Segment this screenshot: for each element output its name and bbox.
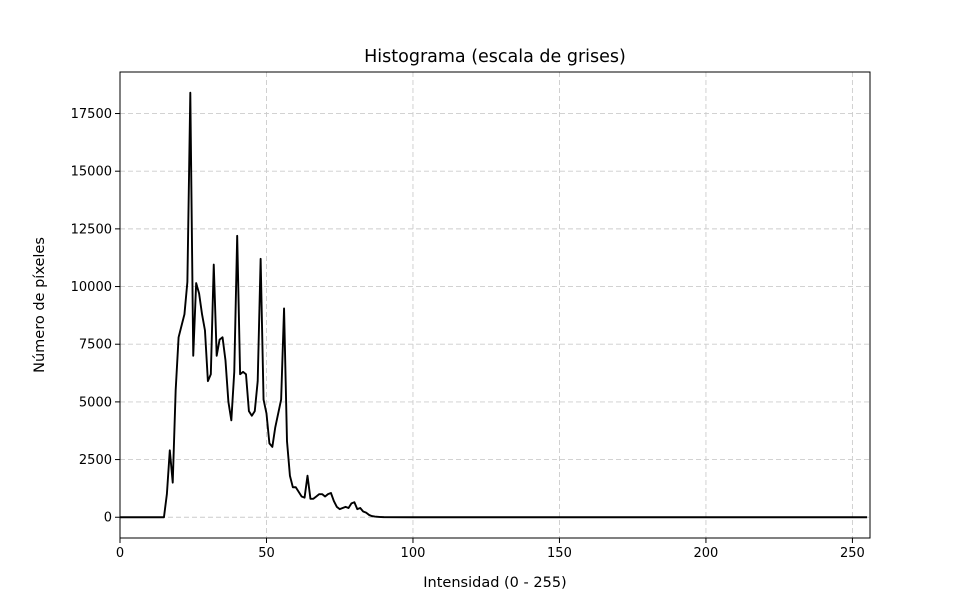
chart-title: Histograma (escala de grises) [364, 47, 626, 67]
y-tick-label: 0 [104, 511, 112, 526]
plot-lines [120, 91, 868, 519]
y-tick-label: 12500 [71, 222, 112, 237]
x-tick-label: 100 [401, 546, 426, 561]
x-tick-label: 250 [840, 546, 865, 561]
y-tick-label: 10000 [71, 280, 112, 295]
y-tick-label: 17500 [71, 107, 112, 122]
x-tick-label: 150 [547, 546, 572, 561]
x-tick-label: 50 [258, 546, 275, 561]
y-tick-label: 7500 [79, 338, 112, 353]
x-tick-label: 200 [694, 546, 719, 561]
y-tick-label: 5000 [79, 395, 112, 410]
y-tick-label: 2500 [79, 453, 112, 468]
histogram-line [120, 91, 868, 519]
plot-frame [119, 71, 871, 539]
axis-ticks: 0 50 100 150 200 2500250050007500100001250015… [71, 107, 865, 561]
x-axis-title: Intensidad (0 - 255) [423, 575, 566, 591]
y-axis-title: Número de píxeles [32, 237, 48, 373]
y-tick-label: 15000 [71, 165, 112, 180]
x-tick-label: 0 [116, 546, 124, 561]
